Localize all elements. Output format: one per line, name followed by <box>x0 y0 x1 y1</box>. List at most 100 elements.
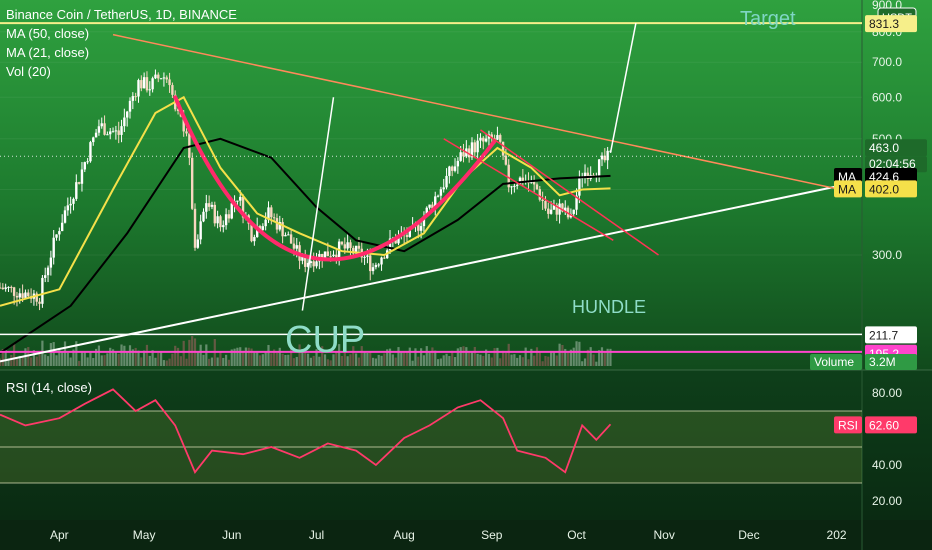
badge-rsi: 62.60 <box>869 418 899 432</box>
handle-channel-upper[interactable] <box>443 138 614 241</box>
badge-ma21: 402.0 <box>869 182 899 196</box>
handle-channel-lower[interactable] <box>480 129 659 256</box>
candle-body <box>123 117 126 127</box>
volume-bar <box>349 354 352 366</box>
ma50-line <box>0 137 611 354</box>
price-tick-label: 700.0 <box>872 55 902 69</box>
target-annotation[interactable]: Target <box>740 8 796 30</box>
volume-bar <box>326 359 329 366</box>
volume-bar <box>287 354 290 366</box>
volume-bar <box>609 348 612 366</box>
volume-bar <box>496 347 499 366</box>
candle-body <box>312 261 315 267</box>
volume-bar <box>63 341 67 366</box>
candle-body <box>450 166 454 171</box>
cup-curve[interactable] <box>173 95 497 262</box>
volume-bar <box>403 351 406 366</box>
volume-bar <box>507 343 510 366</box>
candle-body <box>255 226 259 238</box>
handle-annotation[interactable]: HUNDLE <box>572 297 646 317</box>
ascending-trendline[interactable] <box>0 180 863 363</box>
candle-body <box>606 150 609 161</box>
volume-bar <box>394 357 397 366</box>
volume-bar <box>273 349 276 366</box>
candle-body <box>558 203 561 215</box>
candle-body <box>111 131 115 133</box>
candle-body <box>94 132 98 138</box>
volume-bar <box>338 344 341 366</box>
volume-bar <box>267 344 270 366</box>
volume-bar <box>332 354 335 366</box>
candle-body <box>148 89 151 91</box>
descending-trendline[interactable] <box>112 33 863 195</box>
volume-bar <box>32 350 36 366</box>
volume-bar <box>516 357 519 366</box>
volume-bar <box>388 348 392 366</box>
volume-bar <box>154 357 157 366</box>
candle-body <box>394 238 397 244</box>
volume-bar <box>572 347 575 366</box>
candle-body <box>270 207 273 218</box>
indicator-volume-legend[interactable]: Vol (20) <box>6 64 51 79</box>
candle-body <box>490 134 493 139</box>
volume-bar <box>552 351 556 366</box>
volume-bar <box>151 350 154 366</box>
volume-bar <box>109 347 112 366</box>
volume-bar <box>473 346 476 366</box>
cup-depth-line[interactable] <box>301 97 335 311</box>
volume-bar <box>49 343 52 366</box>
candle-body <box>272 217 276 219</box>
candle-body <box>117 130 120 135</box>
indicator-ma21-legend[interactable]: MA (21, close) <box>6 45 90 60</box>
candle-body <box>332 254 335 257</box>
volume-bar <box>569 349 572 366</box>
candle-body <box>431 204 434 209</box>
volume-bar <box>323 354 327 366</box>
volume-bar <box>428 351 431 366</box>
rsi-legend[interactable]: RSI (14, close) <box>6 380 92 395</box>
volume-bar <box>270 353 273 366</box>
candle-body <box>425 207 428 217</box>
candle-body <box>168 79 171 86</box>
candle-body <box>213 204 216 224</box>
badge-volume: 3.2M <box>869 355 896 369</box>
candle-body <box>109 131 112 135</box>
volume-bar <box>21 356 24 366</box>
volume-bar <box>371 357 375 366</box>
symbol-title[interactable]: Binance Coin / TetherUS, 1D, BINANCE <box>6 7 237 22</box>
candle-body <box>182 116 185 132</box>
candle-body <box>92 137 95 143</box>
candle-body <box>473 142 477 153</box>
candle-body <box>24 292 27 298</box>
volume-bar <box>499 358 502 366</box>
candle-body <box>301 256 304 261</box>
volume-bar <box>459 347 462 366</box>
volume-bar <box>535 347 539 366</box>
candle-body <box>340 241 344 245</box>
volume-bar <box>482 355 485 366</box>
volume-bar <box>533 355 536 366</box>
volume-bar <box>7 358 10 366</box>
volume-bar <box>442 355 445 366</box>
volume-bar <box>501 350 505 366</box>
rsi-tick-label: 20.00 <box>872 494 902 508</box>
candle-body <box>55 234 58 238</box>
badge-countdown: 02:04:56 <box>869 157 916 171</box>
volume-bar <box>100 355 103 366</box>
indicator-ma50-legend[interactable]: MA (50, close) <box>6 26 90 41</box>
volume-bar <box>250 348 253 366</box>
volume-bar <box>230 349 233 366</box>
volume-bar <box>10 354 13 366</box>
candle-body <box>80 169 84 184</box>
candle-body <box>202 211 205 222</box>
volume-bar <box>210 357 214 366</box>
candle-body <box>507 164 510 188</box>
volume-bar <box>380 355 383 366</box>
rsi-tick-label: 80.00 <box>872 386 902 400</box>
candle-body <box>408 226 412 237</box>
volume-bar <box>306 353 310 366</box>
cup-annotation[interactable]: CUP <box>285 319 365 361</box>
target-projection-line[interactable] <box>609 22 637 153</box>
